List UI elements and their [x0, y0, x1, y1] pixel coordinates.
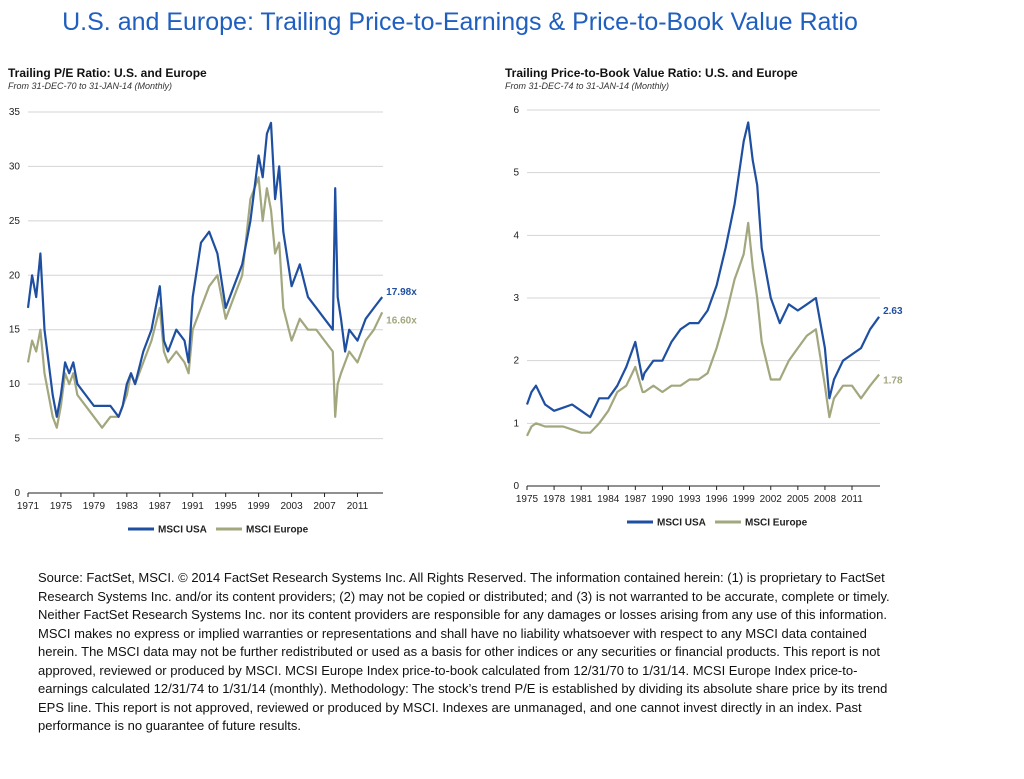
page-title: U.S. and Europe: Trailing Price-to-Earni… [62, 8, 858, 36]
x-tick-label: 1975 [516, 494, 539, 505]
x-tick-label: 2003 [280, 501, 303, 512]
legend-label: MSCI Europe [246, 525, 309, 536]
y-tick-label: 5 [513, 168, 519, 179]
end-value-label: 1.78 [883, 375, 903, 386]
source-disclaimer: Source: FactSet, MSCI. © 2014 FactSet Re… [38, 570, 890, 733]
pb-chart-title: Trailing Price-to-Book Value Ratio: U.S.… [505, 66, 798, 80]
y-tick-label: 1 [513, 418, 519, 429]
x-tick-label: 1979 [83, 501, 106, 512]
y-tick-label: 10 [9, 379, 21, 390]
pe-chart-title: Trailing P/E Ratio: U.S. and Europe [8, 66, 207, 80]
pb-chart-plot: 0 1 2 3 4 5 6 1975 1978 1981 1984 1987 1990 1993 1996 1… [513, 105, 903, 529]
pe-chart-plot: 0 5 10 15 20 25 30 35 1971 1975 1979 1983 1987 1991 19… [9, 107, 417, 536]
series-line-usa [26, 121, 384, 418]
x-tick-label: 1981 [570, 494, 593, 505]
y-tick-label: 20 [9, 270, 21, 281]
x-tick-label: 2011 [347, 501, 369, 512]
series-line-usa [525, 121, 880, 419]
y-tick-label: 15 [9, 325, 21, 336]
pb-chart: Trailing Price-to-Book Value Ratio: U.S.… [505, 66, 945, 546]
x-tick-label: 1987 [624, 494, 647, 505]
y-tick-label: 5 [14, 434, 20, 445]
y-tick-label: 3 [513, 293, 519, 304]
x-tick-label: 1995 [215, 501, 238, 512]
y-tick-label: 0 [14, 488, 20, 499]
x-tick-label: 1996 [705, 494, 728, 505]
pe-chart: Trailing P/E Ratio: U.S. and Europe From… [8, 66, 448, 546]
x-tick-label: 1999 [248, 501, 271, 512]
x-tick-label: 1975 [50, 501, 73, 512]
x-tick-label: 2011 [841, 494, 863, 505]
end-value-label: 17.98x [386, 287, 417, 298]
end-value-label: 2.63 [883, 306, 903, 317]
x-tick-label: 1984 [597, 494, 620, 505]
pb-chart-subtitle: From 31-DEC-74 to 31-JAN-14 (Monthly) [505, 81, 670, 91]
legend-label: MSCI Europe [745, 518, 808, 529]
x-tick-label: 2008 [814, 494, 837, 505]
y-tick-label: 30 [9, 161, 21, 172]
y-tick-label: 4 [513, 230, 519, 241]
series-line-europe [26, 176, 384, 429]
x-tick-label: 1983 [116, 501, 139, 512]
end-value-label: 16.60x [386, 315, 417, 326]
x-tick-label: 2005 [787, 494, 810, 505]
y-tick-label: 25 [9, 216, 21, 227]
x-tick-label: 1990 [651, 494, 674, 505]
y-tick-label: 2 [513, 356, 519, 367]
x-tick-label: 2007 [313, 501, 336, 512]
x-tick-label: 2002 [760, 494, 783, 505]
legend-label: MSCI USA [657, 518, 706, 529]
legend-label: MSCI USA [158, 525, 207, 536]
series-line-europe [526, 221, 880, 437]
y-tick-label: 35 [9, 107, 21, 118]
x-tick-label: 1978 [543, 494, 566, 505]
x-tick-label: 1993 [678, 494, 701, 505]
pe-chart-subtitle: From 31-DEC-70 to 31-JAN-14 (Monthly) [8, 81, 173, 91]
y-tick-label: 6 [513, 105, 519, 116]
x-tick-label: 1999 [733, 494, 756, 505]
x-tick-label: 1991 [182, 501, 205, 512]
x-tick-label: 1987 [149, 501, 172, 512]
x-tick-label: 1971 [17, 501, 40, 512]
y-tick-label: 0 [513, 481, 519, 492]
